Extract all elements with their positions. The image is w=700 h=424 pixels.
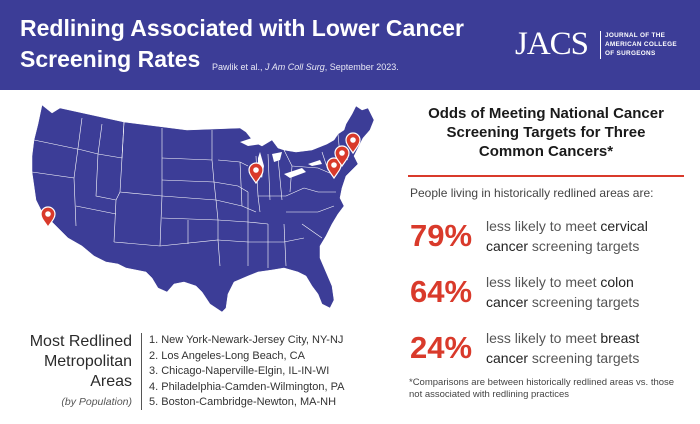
legend-title: Most Redlined Metropolitan Areas (29, 333, 132, 390)
logo-divider (600, 31, 601, 59)
metro-list: 1. New York-Newark-Jersey City, NY-NJ 2.… (149, 333, 344, 411)
state-borders (31, 117, 349, 268)
legend-subtitle: (by Population) (61, 396, 132, 408)
metro-list-item: 5. Boston-Cambridge-Newton, MA-NH (149, 396, 337, 408)
stat-percent: 79% (410, 218, 473, 253)
citation: Pawlik et al., J Am Coll Surg, September… (212, 62, 399, 72)
metro-list-item: 2. Los Angeles-Long Beach, CA (149, 349, 305, 362)
page-title: Redlining Associated with Lower Cancer S… (20, 15, 464, 72)
metro-list-item: 1. New York-Newark-Jersey City, NY-NJ (149, 334, 344, 346)
map-pin-icon (40, 206, 56, 228)
stat-description: less likely to meet colon cancer screenin… (486, 274, 640, 310)
odds-intro: People living in historically redlined a… (410, 186, 654, 200)
us-mainland-shape (31, 104, 375, 313)
footnote: *Comparisons are between historically re… (409, 377, 675, 400)
us-map (31, 104, 375, 313)
stat-percent: 24% (410, 330, 473, 365)
legend-divider (141, 333, 142, 410)
odds-divider (408, 175, 684, 177)
logo-text: Journal of the American College of Surge… (605, 32, 677, 57)
stat-percent: 64% (410, 274, 473, 309)
header-banner: Redlining Associated with Lower Cancer S… (0, 0, 700, 90)
logo-mark: JACS (515, 26, 589, 62)
stat-description: less likely to meet cervical cancer scree… (486, 218, 648, 254)
stat-description: less likely to meet breast cancer screeni… (486, 330, 640, 366)
metro-list-item: 4. Philadelphia-Camden-Wilmington, PA (149, 380, 345, 393)
metro-list-item: 3. Chicago-Naperville-Elgin, IL-IN-WI (149, 365, 330, 377)
odds-title: Odds of Meeting National Cancer Screenin… (428, 105, 664, 160)
